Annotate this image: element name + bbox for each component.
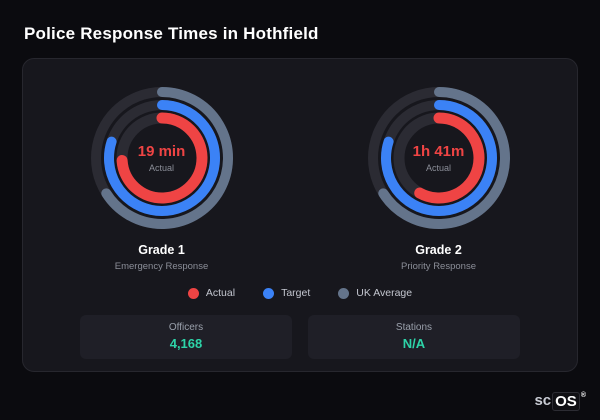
- gauges-row: 19 min Actual Grade 1 Emergency Response…: [23, 83, 577, 272]
- grade-title: Grade 1: [138, 243, 185, 257]
- grade-subtitle: Emergency Response: [114, 261, 209, 272]
- legend-item-target[interactable]: Target: [263, 287, 310, 299]
- grade-subtitle: Priority Response: [401, 261, 476, 272]
- stat-box-stations: Stations N/A: [308, 315, 520, 359]
- legend-dot-uk-average-icon: [338, 287, 350, 299]
- stat-box-officers: Officers 4,168: [80, 315, 292, 359]
- registered-trademark-mark: ®: [580, 392, 586, 399]
- response-times-card: 19 min Actual Grade 1 Emergency Response…: [22, 58, 578, 372]
- chart-legend: Actual Target UK Average: [23, 287, 577, 299]
- legend-dot-actual-icon: [187, 287, 199, 299]
- radial-gauge-grade-1: 19 min Actual: [87, 83, 237, 233]
- stat-label: Officers: [168, 322, 204, 333]
- radial-gauge-grade-2: 1h 41m Actual: [364, 83, 514, 233]
- gauge-column-grade-2: 1h 41m Actual Grade 2 Priority Response: [300, 83, 577, 272]
- legend-dot-target-icon: [263, 287, 275, 299]
- legend-item-uk-average[interactable]: UK Average: [338, 287, 412, 299]
- stat-value: N/A: [402, 336, 426, 351]
- legend-item-actual[interactable]: Actual: [187, 287, 236, 299]
- legend-label: UK Average: [356, 287, 413, 299]
- scos-logo: sc OS ®: [534, 392, 586, 411]
- stat-value: 4,168: [169, 336, 203, 351]
- gauge-column-grade-1: 19 min Actual Grade 1 Emergency Response: [23, 83, 300, 272]
- grade-title: Grade 2: [415, 243, 462, 257]
- legend-label: Actual: [205, 287, 236, 299]
- stats-row: Officers 4,168 Stations N/A: [23, 315, 577, 359]
- logo-text-sc: sc: [534, 392, 552, 409]
- legend-label: Target: [281, 287, 311, 299]
- page-title: Police Response Times in Hothfield: [24, 24, 319, 43]
- stat-label: Stations: [395, 322, 433, 333]
- logo-text-os: OS: [552, 392, 580, 411]
